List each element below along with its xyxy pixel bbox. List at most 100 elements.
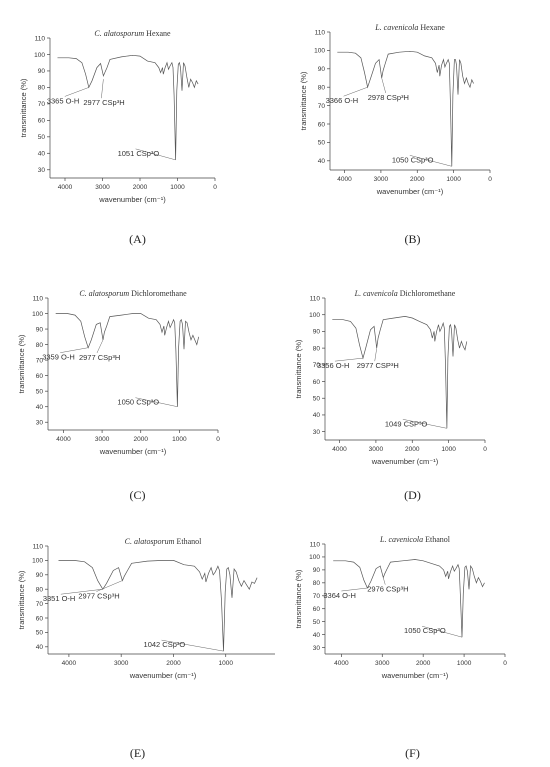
- spectrum-line: [333, 559, 485, 638]
- annotation-leader-line: [381, 77, 386, 94]
- x-axis-label: wavenumber (cm⁻¹): [376, 187, 444, 196]
- y-tick-label: 100: [34, 52, 45, 59]
- annotation-leader-line: [64, 87, 89, 97]
- y-tick-label: 50: [36, 630, 44, 637]
- annotation-leader-line: [334, 357, 363, 362]
- y-tick-label: 50: [313, 619, 321, 626]
- chart-title: C. alatosporum Dichloromethane: [79, 289, 187, 298]
- annotation-leader-line: [96, 339, 104, 354]
- y-tick-label: 80: [313, 580, 321, 587]
- y-axis-label: transmittance (%): [17, 334, 26, 393]
- y-tick-label: 60: [36, 615, 44, 622]
- x-tick-label: 2000: [133, 184, 148, 191]
- annotation-leader-line: [383, 577, 386, 585]
- peak-annotation: 1050 CSp³O: [392, 155, 434, 164]
- x-tick-label: 2000: [416, 660, 431, 667]
- chart-title: C. alatosporum Ethanol: [125, 537, 202, 546]
- y-tick-label: 40: [38, 151, 46, 158]
- peak-annotation: 3365 O-H: [47, 96, 80, 105]
- y-tick-label: 110: [310, 541, 321, 548]
- y-tick-label: 100: [32, 311, 43, 318]
- annotation-leader-line: [101, 79, 104, 99]
- x-tick-label: 3000: [114, 660, 129, 667]
- y-tick-label: 90: [313, 329, 321, 336]
- spectrum-chart: C. alatosporum Dichloromethane 30 40 50 60 70…: [17, 289, 220, 456]
- y-axis-label: transmittance (%): [299, 71, 308, 130]
- spectrum-chart: L. cavenicola Hexane 40 50 60 70 80 90 100 110 40…: [299, 23, 492, 196]
- x-tick-label: 0: [488, 176, 492, 183]
- annotation-leader-line: [60, 347, 89, 353]
- panel-label: (B): [404, 232, 421, 246]
- y-tick-label: 90: [313, 567, 321, 574]
- peak-annotation: 1050 CSp³O: [404, 626, 446, 635]
- x-tick-label: 0: [503, 660, 507, 667]
- y-tick-label: 50: [313, 396, 321, 403]
- peak-annotation: 3359 O-H: [42, 353, 75, 362]
- x-tick-label: 1000: [172, 436, 187, 443]
- spectrum-chart: C. alatosporum Ethanol 40 50 60 70 80 90 100 110…: [17, 537, 275, 680]
- y-tick-label: 70: [36, 601, 44, 608]
- x-tick-label: 0: [213, 184, 217, 191]
- spectrum-panel-d: L. cavenicola Dichloromethane 30 40 50 60 70 8…: [275, 270, 550, 520]
- chart-title: C. alatosporum Hexane: [94, 29, 171, 38]
- peak-annotation: 1050 CSp³O: [117, 398, 159, 407]
- y-tick-label: 100: [314, 48, 325, 55]
- x-tick-label: 3000: [374, 176, 389, 183]
- y-tick-label: 60: [313, 379, 321, 386]
- y-tick-label: 40: [313, 412, 321, 419]
- annotation-leader-line: [96, 580, 123, 592]
- chart-title: L. cavenicola Dichloromethane: [354, 289, 456, 298]
- x-tick-label: 3000: [375, 660, 390, 667]
- x-tick-label: 2000: [133, 436, 148, 443]
- x-tick-label: 1000: [170, 184, 185, 191]
- x-tick-label: 4000: [334, 660, 349, 667]
- peak-annotation: 2978 CSp³H: [368, 93, 409, 102]
- panel-label: (C): [129, 488, 146, 502]
- y-tick-label: 30: [313, 645, 321, 652]
- peak-annotation: 1051 CSp³O: [118, 149, 160, 158]
- x-tick-label: 4000: [332, 446, 347, 453]
- y-tick-label: 30: [313, 429, 321, 436]
- y-tick-label: 90: [318, 66, 326, 73]
- y-tick-label: 30: [36, 420, 44, 427]
- spectrum-line: [337, 50, 474, 167]
- spectrum-chart: C. alatosporum Hexane 30 40 50 60 70 80 90 100 11…: [19, 29, 217, 204]
- annotation-leader-line: [135, 148, 176, 161]
- annotation-leader-line: [409, 155, 452, 167]
- panel-label: (A): [129, 232, 146, 246]
- peak-annotation: 3356 O-H: [317, 361, 350, 370]
- peak-annotation: 3351 O-H: [43, 594, 76, 603]
- y-tick-label: 40: [318, 158, 326, 165]
- peak-annotation: 3364 O-H: [323, 591, 356, 600]
- x-tick-label: 1000: [218, 660, 233, 667]
- spectrum-line: [57, 54, 199, 160]
- peak-annotation: 2977 CSp³H: [83, 98, 124, 107]
- x-tick-label: 4000: [58, 184, 73, 191]
- y-tick-label: 110: [35, 35, 46, 42]
- peak-annotation: 2977 CSp³H: [78, 592, 119, 601]
- y-tick-label: 90: [36, 572, 44, 579]
- peak-annotation: 3366 O-H: [326, 96, 359, 105]
- y-tick-label: 70: [313, 362, 321, 369]
- x-axis-label: wavenumber (cm⁻¹): [381, 671, 449, 680]
- annotation-leader-line: [60, 588, 103, 595]
- x-tick-label: 4000: [56, 436, 71, 443]
- x-axis-label: wavenumber (cm⁻¹): [129, 671, 197, 680]
- spectrum-panel-b: L. cavenicola Hexane 40 50 60 70 80 90 100 110 40…: [275, 0, 550, 250]
- panel-label: (D): [404, 488, 421, 502]
- y-tick-label: 80: [38, 85, 46, 92]
- annotation-leader-line: [343, 86, 368, 97]
- annotation-leader-line: [402, 419, 447, 429]
- x-tick-label: 2000: [410, 176, 425, 183]
- spectrum-chart: L. cavenicola Ethanol 30 40 50 60 70 80 90 100 11…: [294, 535, 507, 680]
- y-tick-label: 60: [36, 373, 44, 380]
- y-tick-label: 70: [38, 101, 46, 108]
- x-tick-label: 3000: [95, 436, 110, 443]
- spectrum-panel-a: C. alatosporum Hexane 30 40 50 60 70 80 90 100 11…: [0, 0, 275, 250]
- x-tick-label: 2000: [166, 660, 181, 667]
- x-tick-label: 1000: [457, 660, 472, 667]
- y-tick-label: 70: [36, 357, 44, 364]
- y-axis-label: transmittance (%): [294, 569, 303, 628]
- spectrum-panel-c: C. alatosporum Dichloromethane 30 40 50 60 70…: [0, 270, 275, 520]
- x-axis-label: wavenumber (cm⁻¹): [371, 457, 439, 466]
